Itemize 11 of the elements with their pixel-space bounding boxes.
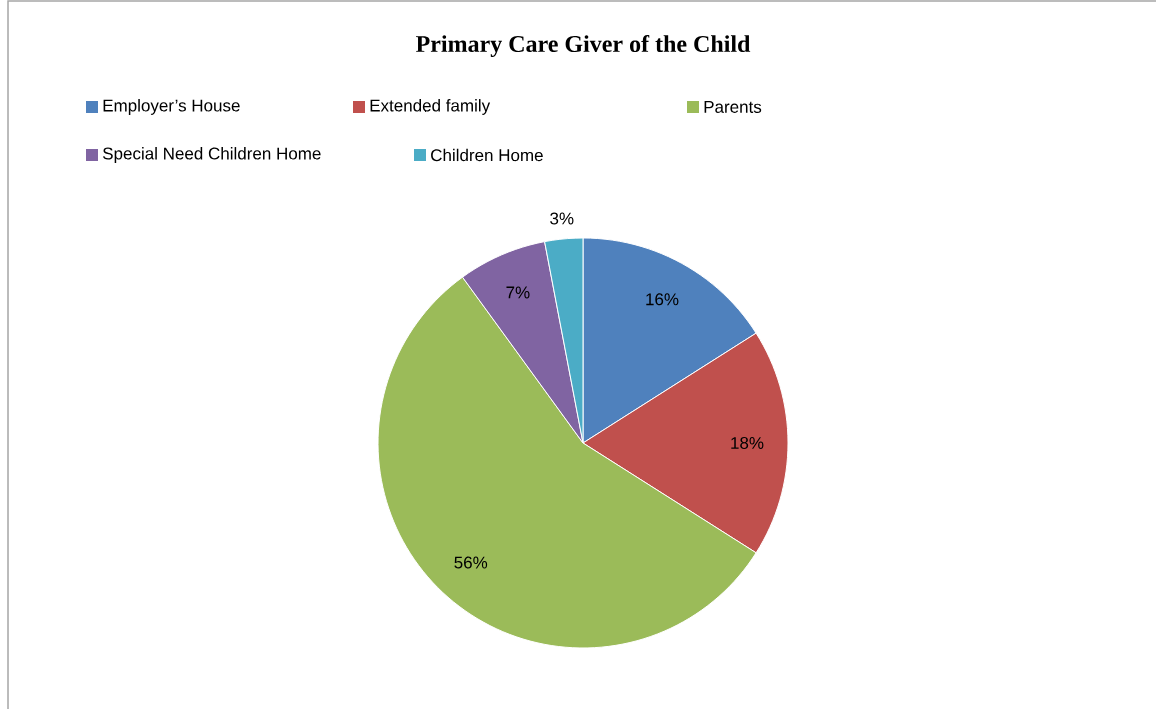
legend-label: Extended family	[370, 99, 491, 115]
data-label: 7%	[506, 286, 530, 299]
chart-title: Primary Care Giver of the Child	[416, 34, 751, 58]
data-label: 16%	[646, 293, 679, 306]
data-label: 3%	[550, 212, 574, 225]
legend-label: Employer’s House	[103, 99, 240, 115]
legend-label: Special Need Children Home	[102, 147, 321, 163]
legend-label: Children Home	[431, 148, 543, 162]
data-label: 18%	[731, 436, 764, 450]
data-label: 56%	[454, 556, 488, 569]
legend-label: Parents	[704, 101, 762, 113]
